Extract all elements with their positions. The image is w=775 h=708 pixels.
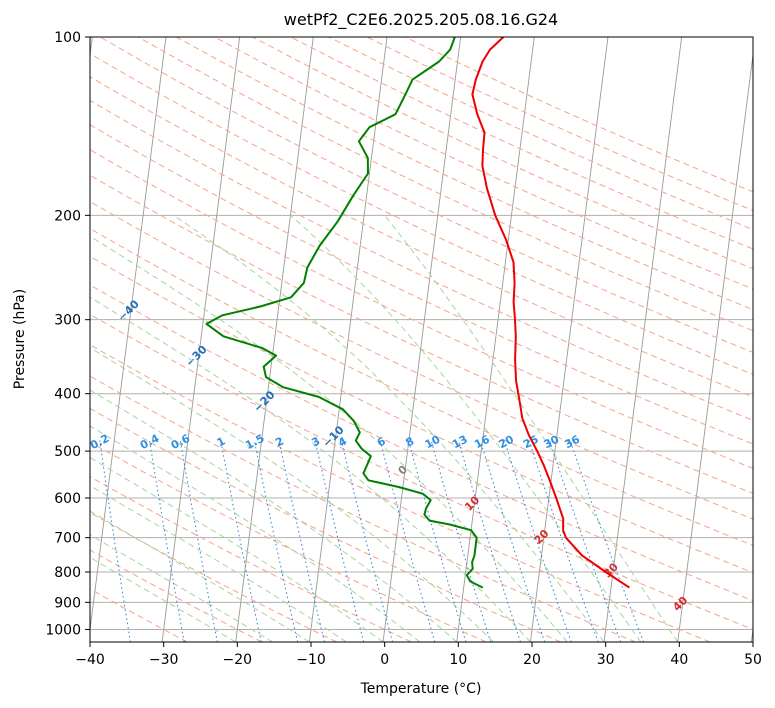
y-tick-label: 800 xyxy=(54,565,81,581)
moist-adiabat-line xyxy=(90,485,347,642)
dry-adiabat-line xyxy=(176,37,753,311)
isotherm-line xyxy=(529,37,609,642)
dry-adiabat-line xyxy=(90,53,753,375)
mixing-ratio-label: 16 xyxy=(472,433,492,452)
dry-adiabat-line xyxy=(90,441,487,642)
y-tick-label: 200 xyxy=(54,208,81,224)
y-axis-label: Pressure (hPa) xyxy=(12,289,28,389)
mixing-ratio-line xyxy=(278,440,325,642)
y-tick-label: 400 xyxy=(54,387,81,403)
mixing-ratio-label: 36 xyxy=(562,433,582,452)
dry-adiabat-line xyxy=(90,344,711,642)
dry-adiabat-line xyxy=(90,512,337,642)
dry-adiabat-line xyxy=(90,149,753,469)
x-tick-label: 40 xyxy=(670,652,688,668)
x-tick-label: 20 xyxy=(523,652,541,668)
dry-adiabat-line xyxy=(99,37,753,353)
dry-adiabat-line xyxy=(90,284,753,602)
dry-adiabat-line xyxy=(214,37,753,290)
x-tick-label: 30 xyxy=(597,652,615,668)
isotherm-line xyxy=(161,37,241,642)
dry-adiabat-line xyxy=(90,200,753,520)
moist-adiabat-line xyxy=(384,214,679,642)
y-tick-label: 700 xyxy=(54,531,81,547)
dry-adiabat-line xyxy=(90,313,753,630)
isotherm-line xyxy=(235,37,314,642)
x-tick-label: −10 xyxy=(296,652,326,668)
dry-adiabat-line xyxy=(90,227,753,547)
x-tick-label: −20 xyxy=(223,652,253,668)
y-tick-label: 1000 xyxy=(45,622,81,638)
moist-adiabat-line xyxy=(90,296,531,642)
mixing-ratio-line xyxy=(479,440,546,642)
isotherm-line xyxy=(90,37,167,633)
x-axis: −40 −30 −20 −10 0 10 20 30 40 50 xyxy=(75,642,762,668)
dry-adiabat-line xyxy=(90,375,636,642)
mixing-ratio-label: 20 xyxy=(496,433,516,452)
mixing-ratio-line xyxy=(220,440,262,642)
mixing-ratio-label: 10 xyxy=(423,433,443,452)
isotherm-line xyxy=(603,37,683,642)
series-layer xyxy=(205,37,630,589)
temperature-profile-line xyxy=(471,37,630,589)
dry-adiabat-line xyxy=(90,124,753,445)
isotherm-line xyxy=(677,51,753,642)
x-tick-label: 50 xyxy=(744,652,762,668)
mixing-ratio-line xyxy=(253,440,299,642)
x-tick-label: 10 xyxy=(449,652,467,668)
dry-adiabat-line xyxy=(90,407,561,642)
x-tick-label: −30 xyxy=(149,652,179,668)
x-axis-label: Temperature (°C) xyxy=(360,681,482,697)
chart-title: wetPf2_C2E6.2025.205.08.16.G24 xyxy=(284,10,558,30)
y-axis: 100 200 300 400 500 600 700 800 900 1000 xyxy=(45,30,90,638)
moist-adiabat-line xyxy=(90,534,273,642)
mixing-ratio-line xyxy=(528,440,599,642)
mixing-ratio-label: 30 xyxy=(542,433,562,452)
y-tick-label: 300 xyxy=(54,313,81,329)
mixing-ratio-line xyxy=(179,440,218,642)
moist-adiabat-line xyxy=(90,347,494,642)
mixing-ratio-label: 13 xyxy=(450,433,470,452)
moist-adiabat-line xyxy=(290,214,642,642)
y-tick-label: 100 xyxy=(54,30,81,46)
dewpoint-profile-line xyxy=(205,37,484,589)
mixing-ratio-line xyxy=(457,440,521,642)
plot-frame xyxy=(89,36,754,643)
moist-adiabat-line xyxy=(90,425,421,642)
moist-adiabat-line xyxy=(90,556,236,642)
moist-adiabat-line xyxy=(90,389,458,642)
x-tick-label: 0 xyxy=(380,652,389,668)
moist-adiabats xyxy=(90,214,679,642)
x-tick-label: −40 xyxy=(75,652,105,668)
dry-adiabat-line xyxy=(90,476,412,642)
mixing-ratio-line xyxy=(504,440,572,642)
isotherm-line xyxy=(456,37,535,642)
dry-adiabat-line xyxy=(90,255,753,574)
isotherm-line xyxy=(382,37,462,642)
y-tick-label: 900 xyxy=(54,595,81,611)
y-tick-label: 600 xyxy=(54,491,81,507)
dry-adiabat-line xyxy=(90,549,263,642)
y-tick-label: 500 xyxy=(54,444,81,460)
plot-area: −100−90−80−70−60−50−40−30−20−10010203040… xyxy=(90,37,753,642)
grid-layer xyxy=(90,37,753,642)
moist-adiabat-line xyxy=(173,214,605,642)
moist-adiabat-line xyxy=(90,456,384,642)
moist-adiabat-line xyxy=(90,510,310,642)
dry-adiabat-line xyxy=(90,99,753,421)
